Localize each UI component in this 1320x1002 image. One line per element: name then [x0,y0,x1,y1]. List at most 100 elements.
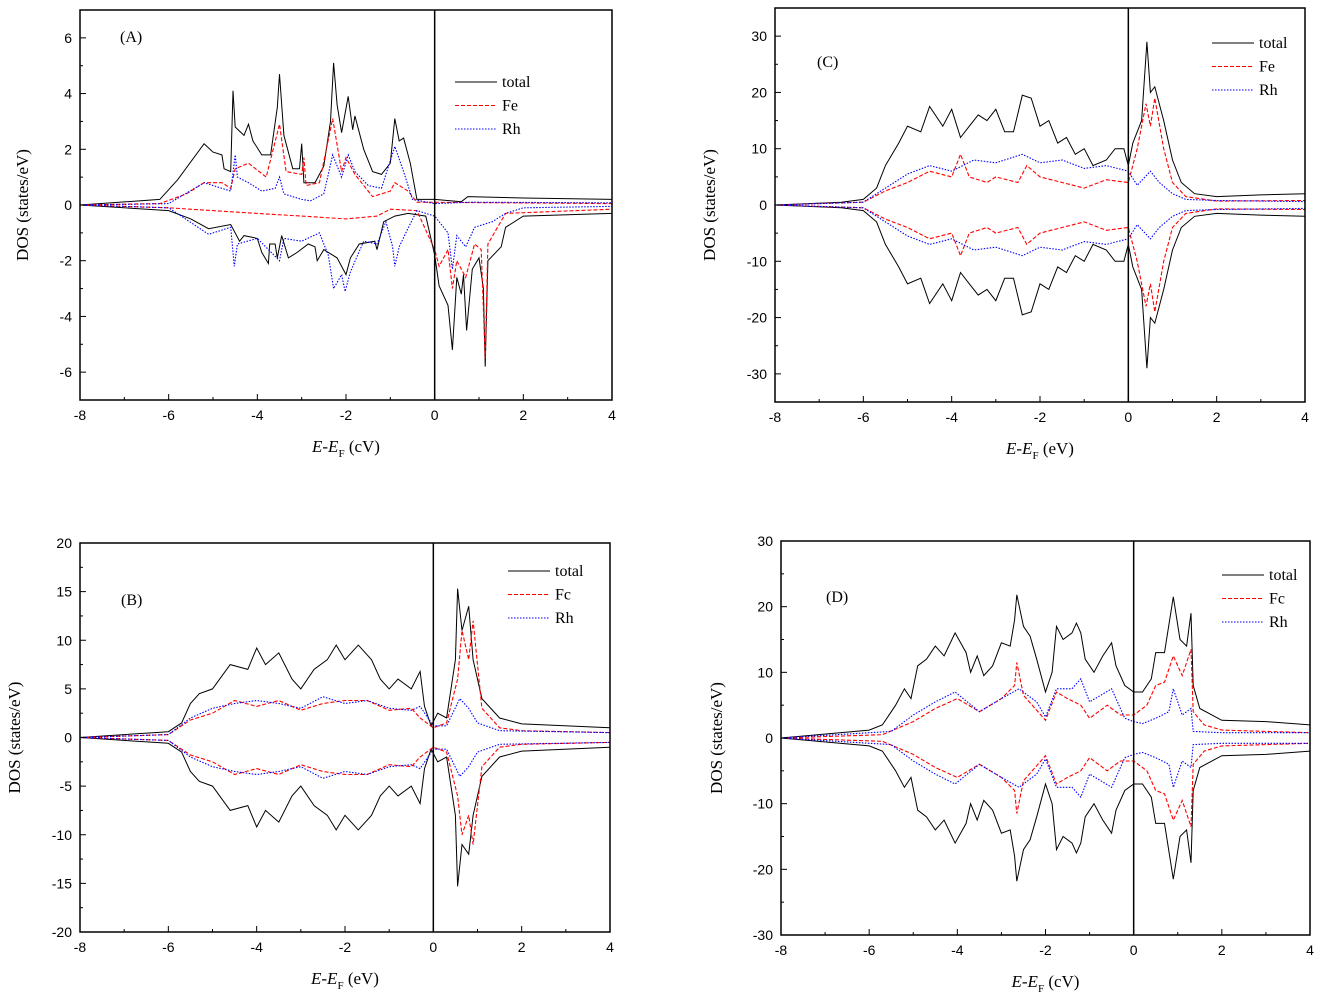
plot-frame [774,7,1306,403]
series-fe-spin-down [775,204,1305,312]
y-tick-label: 4 [64,86,72,102]
y-tick-label: 20 [757,599,773,615]
y-tick-label: 2 [64,141,72,157]
legend: total Fe Rh [455,74,531,138]
x-tick-label: 2 [519,407,527,423]
series-fc-spin-down [781,737,1310,827]
x-tick-label: -8 [74,939,87,955]
legend-label-fe: Fe [502,98,518,115]
x-tick-label: 2 [518,939,526,955]
series-rh-spin-up [781,677,1310,739]
x-tick-label: 2 [1213,409,1221,425]
y-tick-label: -30 [747,366,767,382]
y-tick-label: -20 [747,310,767,326]
x-tick-label: -6 [857,409,870,425]
series-fe-spin-up [775,98,1305,206]
y-tick-label: 0 [765,730,773,746]
legend-label-rh: Rh [1259,82,1278,99]
series-fe-spin-down [80,204,612,359]
y-tick-label: -10 [747,253,767,269]
x-tick-label: 4 [606,939,614,955]
x-axis-label-unit: (eV) [344,969,379,988]
y-axis-label: DOS (states/eV) [700,149,719,261]
y-axis-label: DOS (states/eV) [5,682,24,794]
panel-label: (B) [121,592,142,609]
legend-label-fc: Fc [1269,591,1285,608]
series-rh-spin-up [775,153,1305,206]
y-tick-label: 10 [757,664,773,680]
x-axis-label-subscript: F [1032,450,1038,462]
legend: total Fc Rh [508,563,584,627]
y-tick-label: -20 [52,924,72,940]
series-total-spin-up [775,41,1305,206]
series-total-spin-down [781,737,1310,882]
x-axis-label-energy: E-E [1011,972,1039,991]
y-tick-label: -4 [60,308,73,324]
x-axis-label-unit: (eV) [1039,439,1074,458]
x-tick-label: 2 [1218,942,1226,958]
series-total-spin-up [80,588,610,738]
x-axis-label: E-EF (eV) [1005,439,1074,462]
legend-label-fe: Fe [1259,59,1275,76]
x-axis-label: E-EF (cV) [311,437,380,460]
x-tick-label: -6 [863,942,876,958]
x-axis-label-subscript: F [1038,983,1044,995]
y-tick-label: 15 [56,584,72,600]
series-rh-spin-up [80,696,610,739]
x-axis-label-energy: E-E [310,969,338,988]
x-tick-label: 4 [1301,409,1309,425]
plot-frame [79,9,613,401]
legend-label-total: total [555,563,584,580]
x-tick-label: -8 [775,942,788,958]
x-axis-label-subscript: F [337,980,343,992]
legend-label-fc: Fc [555,587,571,604]
legend-label-rh: Rh [1269,614,1288,631]
x-axis-label-unit: (cV) [345,437,380,456]
series-total-spin-down [775,204,1305,369]
x-tick-label: -2 [1034,409,1047,425]
x-tick-label: 4 [608,407,616,423]
panel-label: (C) [817,54,838,71]
legend-label-total: total [1269,567,1298,584]
legend-label-rh: Rh [502,121,521,138]
x-tick-label: -4 [945,409,958,425]
y-tick-label: 30 [751,28,767,44]
y-tick-label: 20 [56,535,72,551]
x-axis-label-unit: (cV) [1044,972,1079,991]
legend-label-rh: Rh [555,610,574,627]
series-fe-spin-up [80,118,612,206]
y-tick-label: 20 [751,84,767,100]
y-tick-label: -30 [753,927,773,943]
y-tick-label: -10 [753,796,773,812]
series-rh-spin-down [781,737,1310,799]
series-rh-spin-down [775,204,1305,257]
x-axis-label-energy: E-E [311,437,339,456]
y-tick-label: -15 [52,875,72,891]
series-total-spin-up [80,62,612,206]
plot-frame [79,542,611,933]
x-tick-label: -4 [251,407,264,423]
legend: total Fe Rh [1212,35,1288,99]
y-tick-label: -2 [60,253,73,269]
y-tick-label: 0 [759,197,767,213]
y-tick-label: -6 [60,364,73,380]
series-rh-spin-down [80,204,612,292]
y-tick-label: -5 [60,778,73,794]
x-axis-label-subscript: F [338,448,344,460]
panel-label: (A) [120,29,142,46]
x-tick-label: 0 [431,407,439,423]
series-total-spin-down [80,737,610,887]
x-tick-label: 0 [429,939,437,955]
x-tick-label: 0 [1130,942,1138,958]
y-axis-label: DOS (states/eV) [707,682,726,794]
y-axis-label: DOS (states/eV) [13,149,32,261]
x-tick-label: 4 [1306,942,1314,958]
series-rh-spin-down [80,736,610,779]
x-tick-label: -6 [162,407,175,423]
series-total-spin-up [781,594,1310,739]
